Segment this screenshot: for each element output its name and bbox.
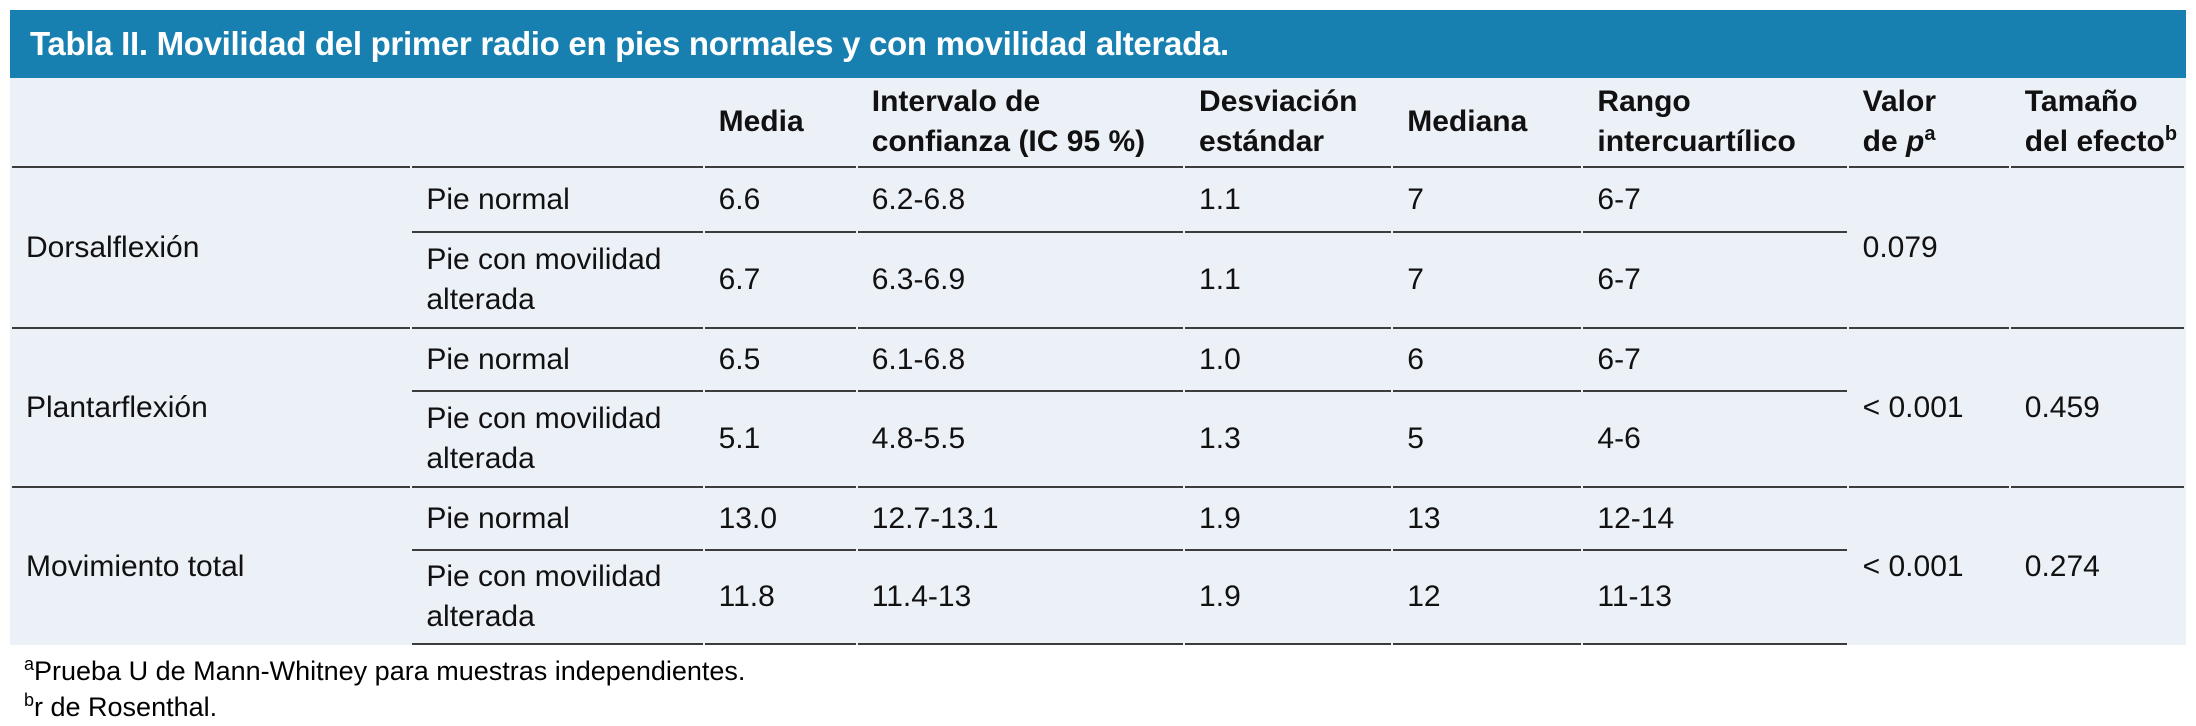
col-header-valor-p: Valor de pa [1848, 78, 2009, 168]
group-label-movimiento-total: Movimiento total [12, 486, 411, 645]
table-row: Pie con movilidad alterada 6.7 6.3-6.9 1… [12, 231, 2184, 327]
cell-mediana: 13 [1393, 486, 1582, 549]
table-row: Pie con movilidad alterada 11.8 11.4-13 … [12, 549, 2184, 645]
cell-p-value: < 0.001 [1848, 486, 2009, 645]
cell-rango: 6-7 [1583, 327, 1847, 390]
sub-row-label: Pie normal [412, 327, 703, 390]
cell-media: 13.0 [704, 486, 856, 549]
cell-media: 5.1 [704, 390, 856, 486]
col-header-tamano-efecto: Tamaño del efectob [2010, 78, 2184, 168]
cell-ic: 11.4-13 [857, 549, 1184, 645]
col-header-empty-group [12, 78, 411, 168]
cell-media: 6.6 [704, 168, 856, 231]
table-row: Plantarflexión Pie normal 6.5 6.1-6.8 1.… [12, 327, 2184, 486]
cell-ic: 4.8-5.5 [857, 390, 1184, 486]
sub-row-label: Pie con movilidad alterada [412, 390, 703, 486]
cell-effect-size [2010, 168, 2184, 327]
cell-mediana: 6 [1393, 327, 1582, 390]
cell-rango: 12-14 [1583, 486, 1847, 549]
statistics-table: Media Intervalo de confianza (IC 95 %) D… [10, 78, 2186, 645]
cell-media: 6.7 [704, 231, 856, 327]
cell-sd: 1.1 [1185, 231, 1392, 327]
cell-media: 11.8 [704, 549, 856, 645]
cell-mediana: 7 [1393, 231, 1582, 327]
cell-ic: 6.3-6.9 [857, 231, 1184, 327]
cell-p-value: 0.079 [1848, 168, 2009, 327]
cell-sd: 1.0 [1185, 327, 1392, 390]
group-label-dorsalflexion: Dorsalflexión [12, 168, 411, 327]
cell-ic: 12.7-13.1 [857, 486, 1184, 549]
col-header-media: Media [704, 78, 856, 168]
col-header-mediana: Mediana [1393, 78, 1582, 168]
footnote-b: br de Rosenthal. [24, 689, 2186, 725]
table-row: Movimiento total Pie normal 13.0 12.7-13… [12, 486, 2184, 645]
footnote-b-marker: b [24, 690, 35, 710]
footnote-b-text: r de Rosenthal. [34, 692, 218, 722]
cell-mediana: 7 [1393, 168, 1582, 231]
cell-sd: 1.1 [1185, 168, 1392, 231]
table-figure: Tabla II. Movilidad del primer radio en … [10, 10, 2186, 725]
group-label-plantarflexion: Plantarflexión [12, 327, 411, 486]
table-title: Tabla II. Movilidad del primer radio en … [10, 10, 2186, 78]
cell-ic: 6.2-6.8 [857, 168, 1184, 231]
footnote-a-marker: a [24, 654, 35, 674]
col-header-rango-intercuartilico: Rango intercuartílico [1583, 78, 1847, 168]
cell-p-value: < 0.001 [1848, 327, 2009, 486]
cell-rango: 6-7 [1583, 231, 1847, 327]
cell-sd: 1.9 [1185, 486, 1392, 549]
sub-row-label: Pie normal [412, 486, 703, 549]
header-row: Media Intervalo de confianza (IC 95 %) D… [12, 78, 2184, 168]
sub-row-label: Pie con movilidad alterada [412, 549, 703, 645]
cell-rango: 6-7 [1583, 168, 1847, 231]
cell-effect-size: 0.274 [2010, 486, 2184, 645]
sub-row-label: Pie con movilidad alterada [412, 231, 703, 327]
cell-media: 6.5 [704, 327, 856, 390]
cell-rango: 11-13 [1583, 549, 1847, 645]
sub-row-label: Pie normal [412, 168, 703, 231]
cell-sd: 1.9 [1185, 549, 1392, 645]
table-row: Pie con movilidad alterada 5.1 4.8-5.5 1… [12, 390, 2184, 486]
cell-mediana: 5 [1393, 390, 1582, 486]
footnote-a-text: Prueba U de Mann-Whitney para muestras i… [34, 656, 746, 686]
col-header-desviacion-estandar: Desviación estándar [1185, 78, 1392, 168]
cell-sd: 1.3 [1185, 390, 1392, 486]
col-header-intervalo-confianza: Intervalo de confianza (IC 95 %) [857, 78, 1184, 168]
cell-mediana: 12 [1393, 549, 1582, 645]
cell-ic: 6.1-6.8 [857, 327, 1184, 390]
cell-rango: 4-6 [1583, 390, 1847, 486]
footnotes: aPrueba U de Mann-Whitney para muestras … [10, 653, 2186, 725]
footnote-a: aPrueba U de Mann-Whitney para muestras … [24, 653, 2186, 689]
cell-effect-size: 0.459 [2010, 327, 2184, 486]
col-header-empty-sub [412, 78, 703, 168]
table-row: Dorsalflexión Pie normal 6.6 6.2-6.8 1.1… [12, 168, 2184, 327]
